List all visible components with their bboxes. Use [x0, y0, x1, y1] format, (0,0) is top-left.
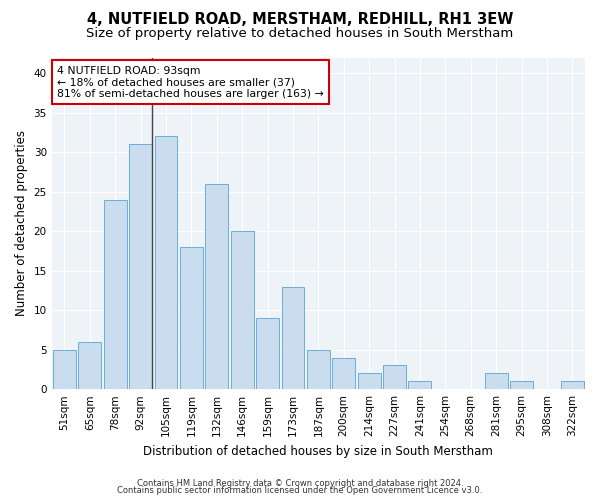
- Bar: [104, 200, 127, 389]
- Bar: [358, 374, 380, 389]
- Y-axis label: Number of detached properties: Number of detached properties: [15, 130, 28, 316]
- Bar: [155, 136, 178, 389]
- Bar: [332, 358, 355, 389]
- Text: Contains HM Land Registry data © Crown copyright and database right 2024.: Contains HM Land Registry data © Crown c…: [137, 478, 463, 488]
- Bar: [231, 231, 254, 389]
- Bar: [256, 318, 279, 389]
- Bar: [307, 350, 330, 389]
- Bar: [180, 247, 203, 389]
- Bar: [561, 382, 584, 389]
- Text: Contains public sector information licensed under the Open Government Licence v3: Contains public sector information licen…: [118, 486, 482, 495]
- Bar: [409, 382, 431, 389]
- Bar: [510, 382, 533, 389]
- Bar: [383, 366, 406, 389]
- Bar: [53, 350, 76, 389]
- Bar: [485, 374, 508, 389]
- Bar: [281, 286, 304, 389]
- Text: 4, NUTFIELD ROAD, MERSTHAM, REDHILL, RH1 3EW: 4, NUTFIELD ROAD, MERSTHAM, REDHILL, RH1…: [87, 12, 513, 28]
- Text: Size of property relative to detached houses in South Merstham: Size of property relative to detached ho…: [86, 28, 514, 40]
- X-axis label: Distribution of detached houses by size in South Merstham: Distribution of detached houses by size …: [143, 444, 493, 458]
- Text: 4 NUTFIELD ROAD: 93sqm
← 18% of detached houses are smaller (37)
81% of semi-det: 4 NUTFIELD ROAD: 93sqm ← 18% of detached…: [57, 66, 324, 99]
- Bar: [205, 184, 228, 389]
- Bar: [129, 144, 152, 389]
- Bar: [79, 342, 101, 389]
